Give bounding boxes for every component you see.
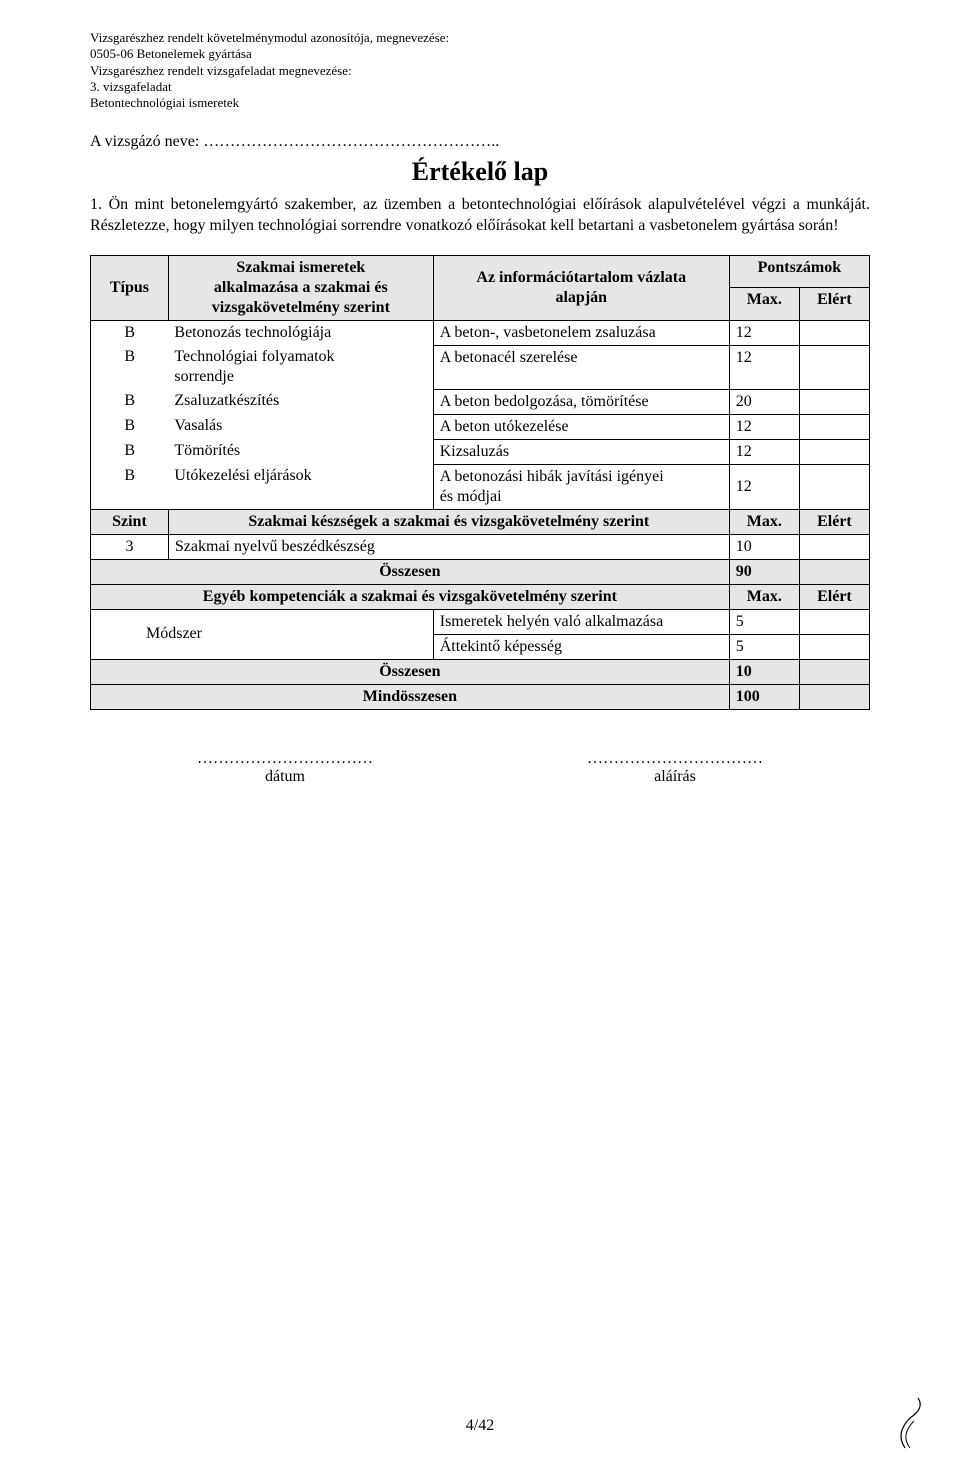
header-line-1: Vizsgarészhez rendelt követelménymodul a… bbox=[90, 30, 870, 46]
osszesen1-max: 90 bbox=[729, 559, 799, 584]
r3-elert bbox=[799, 389, 869, 414]
sig-sign-label: aláírás bbox=[654, 768, 696, 785]
signature-date: …………………………… dátum bbox=[90, 750, 480, 786]
th-szakmai: Szakmai ismeretek alkalmazása a szakmai … bbox=[168, 255, 433, 320]
osszesen2-label: Összesen bbox=[91, 659, 730, 684]
page: Vizsgarészhez rendelt követelménymodul a… bbox=[0, 0, 960, 1463]
instruction-text: 1. Ön mint betonelemgyártó szakember, az… bbox=[90, 195, 870, 237]
r1-max: 12 bbox=[729, 320, 799, 345]
r2-tipus: B bbox=[91, 345, 169, 389]
osszesen2-elert bbox=[799, 659, 869, 684]
sig-sign-dots: …………………………… bbox=[587, 750, 763, 767]
skill-label: Szakmai nyelvű beszédkészség bbox=[168, 534, 729, 559]
r6-max: 12 bbox=[729, 464, 799, 509]
r1-elert bbox=[799, 320, 869, 345]
signature-sign: …………………………… aláírás bbox=[480, 750, 870, 786]
signature-row: …………………………… dátum …………………………… aláírás bbox=[90, 750, 870, 786]
r5-szak: Tömörítés bbox=[168, 439, 433, 464]
r4-szak: Vasalás bbox=[168, 414, 433, 439]
osszesen1-elert bbox=[799, 559, 869, 584]
r2-info: A betonacél szerelése bbox=[433, 345, 729, 389]
r4-tipus: B bbox=[91, 414, 169, 439]
th-elert: Elért bbox=[799, 288, 869, 321]
mod-r1-elert bbox=[799, 609, 869, 634]
r6-elert bbox=[799, 464, 869, 509]
mind-max: 100 bbox=[729, 684, 799, 709]
r6-info: A betonozási hibák javítási igényeiés mó… bbox=[433, 464, 729, 509]
mind-elert bbox=[799, 684, 869, 709]
r2-max: 12 bbox=[729, 345, 799, 389]
skill-max: 10 bbox=[729, 534, 799, 559]
th-egyeb-elert: Elért bbox=[799, 584, 869, 609]
th-skills-max: Max. bbox=[729, 509, 799, 534]
examinee-dots: ……………………………………………….. bbox=[203, 133, 499, 150]
sig-date-dots: …………………………… bbox=[197, 750, 373, 767]
th-max: Max. bbox=[729, 288, 799, 321]
th-info: Az információtartalom vázlata alapján bbox=[433, 255, 729, 320]
th-tipus: Típus bbox=[91, 255, 169, 320]
mod-r1-label: Ismeretek helyén való alkalmazása bbox=[433, 609, 729, 634]
examinee-line: A vizsgázó neve: ……………………………………………….. bbox=[90, 133, 870, 151]
th-skills: Szakmai készségek a szakmai és vizsgaköv… bbox=[168, 509, 729, 534]
r3-info: A beton bedolgozása, tömörítése bbox=[433, 389, 729, 414]
r5-max: 12 bbox=[729, 439, 799, 464]
r4-max: 12 bbox=[729, 414, 799, 439]
mod-r2-elert bbox=[799, 634, 869, 659]
osszesen1-label: Összesen bbox=[91, 559, 730, 584]
r3-szak: Zsaluzatkészítés bbox=[168, 389, 433, 414]
body-block: A vizsgázó neve: ……………………………………………….. Ér… bbox=[90, 133, 870, 786]
r5-elert bbox=[799, 439, 869, 464]
header-line-4: 3. vizsgafeladat bbox=[90, 79, 870, 95]
r6-tipus: B bbox=[91, 464, 169, 509]
r2-szak: Technológiai folyamatoksorrendje bbox=[168, 345, 433, 389]
r1-tipus: B bbox=[91, 320, 169, 345]
modszer-label: Módszer bbox=[91, 609, 434, 659]
mod-r1-max: 5 bbox=[729, 609, 799, 634]
mod-r2-label: Áttekintő képesség bbox=[433, 634, 729, 659]
skill-code: 3 bbox=[91, 534, 169, 559]
r4-info: A beton utókezelése bbox=[433, 414, 729, 439]
r5-tipus: B bbox=[91, 439, 169, 464]
examinee-label: A vizsgázó neve: bbox=[90, 133, 199, 150]
page-curl-icon bbox=[890, 1393, 940, 1453]
osszesen2-max: 10 bbox=[729, 659, 799, 684]
mod-r2-max: 5 bbox=[729, 634, 799, 659]
header-block: Vizsgarészhez rendelt követelménymodul a… bbox=[90, 30, 870, 111]
r2-elert bbox=[799, 345, 869, 389]
header-line-3: Vizsgarészhez rendelt vizsgafeladat megn… bbox=[90, 63, 870, 79]
r3-tipus: B bbox=[91, 389, 169, 414]
th-szint: Szint bbox=[91, 509, 169, 534]
r6-szak: Utókezelési eljárások bbox=[168, 464, 433, 509]
page-title: Értékelő lap bbox=[90, 157, 870, 187]
r1-szak: Betonozás technológiája bbox=[168, 320, 433, 345]
r1-info: A beton-, vasbetonelem zsaluzása bbox=[433, 320, 729, 345]
r4-elert bbox=[799, 414, 869, 439]
th-skills-elert: Elért bbox=[799, 509, 869, 534]
th-egyeb-max: Max. bbox=[729, 584, 799, 609]
mind-label: Mindösszesen bbox=[91, 684, 730, 709]
header-line-2: 0505-06 Betonelemek gyártása bbox=[90, 46, 870, 62]
th-pontszamok: Pontszámok bbox=[729, 255, 869, 288]
sig-date-label: dátum bbox=[265, 768, 305, 785]
evaluation-table: Típus Szakmai ismeretek alkalmazása a sz… bbox=[90, 255, 870, 710]
header-line-5: Betontechnológiai ismeretek bbox=[90, 95, 870, 111]
skill-elert bbox=[799, 534, 869, 559]
r5-info: Kizsaluzás bbox=[433, 439, 729, 464]
page-footer: 4/42 bbox=[0, 1417, 960, 1435]
r3-max: 20 bbox=[729, 389, 799, 414]
th-egyeb: Egyéb kompetenciák a szakmai és vizsgakö… bbox=[91, 584, 730, 609]
